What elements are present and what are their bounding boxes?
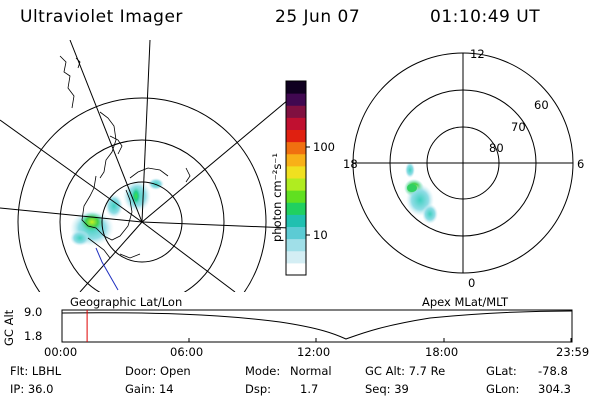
seq-info: Seq: 39 — [365, 382, 409, 396]
aurora-emission-left — [70, 178, 164, 246]
apex-caption: Apex MLat/MLT — [422, 295, 509, 309]
colorbar-cell — [286, 190, 306, 203]
mlt-label-0: 0 — [468, 276, 476, 290]
glon-value: 304.3 — [538, 382, 571, 396]
timeline-xtick-2359: 23:59 — [556, 345, 590, 359]
timeline-xtick-1800: 18:00 — [425, 345, 459, 359]
magnetic-polar-plot — [352, 52, 574, 274]
filter-info: Flt: LBHL — [10, 364, 62, 378]
colorbar-cell — [286, 81, 306, 94]
ip-info: IP: 36.0 — [10, 382, 54, 396]
colorbar-cell — [286, 178, 306, 191]
colorbar-cell — [286, 214, 306, 228]
dsp-label: Dsp: — [245, 382, 272, 396]
mode-value: Normal — [290, 364, 332, 378]
timeline-panel — [61, 309, 573, 343]
lat-label-70: 70 — [511, 120, 526, 134]
colorbar-cell — [286, 105, 306, 118]
geographic-caption: Geographic Lat/Lon — [70, 295, 183, 309]
colorbar-cell — [286, 262, 306, 276]
timeline-xtick-0000: 00:00 — [44, 345, 78, 359]
colorbar-cell — [286, 165, 306, 179]
glat-label: GLat: — [486, 364, 517, 378]
colorbar-cell — [286, 238, 306, 252]
latitude-circles — [17, 97, 267, 292]
colorbar-cell — [286, 93, 306, 106]
colorbar-cell — [286, 141, 306, 155]
dsp-value: 1.7 — [300, 382, 319, 396]
orbit-track — [95, 247, 119, 291]
altitude-curve — [61, 310, 573, 340]
colorbar-cell — [286, 117, 306, 131]
timeline-ytick-top: 9.0 — [24, 305, 43, 319]
timeline-xtick-0600: 06:00 — [170, 345, 204, 359]
timeline-ytick-bottom: 1.8 — [24, 329, 43, 343]
mlt-label-12: 12 — [470, 47, 485, 61]
timeline-xtick-1200: 12:00 — [297, 345, 331, 359]
aurora-emission-right — [404, 162, 438, 224]
colorbar-cell — [286, 202, 306, 215]
colorbar-tick-10: 10 — [313, 228, 328, 242]
mlt-label-6: 6 — [577, 157, 585, 171]
colorbar-cell — [286, 129, 306, 143]
instrument-title: Ultraviolet Imager — [20, 7, 183, 27]
colorbar-cell — [286, 250, 306, 264]
timeline-ylabel: GC Alt — [2, 309, 16, 346]
lat-label-80: 80 — [489, 141, 504, 155]
geographic-map — [0, 40, 290, 292]
lat-label-60: 60 — [534, 98, 549, 112]
coastlines — [59, 55, 191, 259]
colorbar — [285, 80, 310, 276]
door-info: Door: Open — [125, 364, 191, 378]
colorbar-cell — [286, 226, 306, 240]
gc-alt-info: GC Alt: 7.7 Re — [365, 364, 446, 378]
colorbar-tick-100: 100 — [313, 140, 335, 154]
gain-info: Gain: 14 — [125, 382, 174, 396]
mode-label: Mode: — [245, 364, 281, 378]
colorbar-cell — [286, 153, 306, 167]
glon-label: GLon: — [486, 382, 520, 396]
mlt-label-18: 18 — [343, 157, 358, 171]
date-label: 25 Jun 07 — [275, 7, 361, 27]
glat-value: -78.8 — [538, 364, 568, 378]
colorbar-unit-label: photon cm⁻²s⁻¹ — [270, 153, 284, 242]
time-label: 01:10:49 UT — [430, 7, 541, 27]
longitude-lines — [0, 40, 290, 292]
